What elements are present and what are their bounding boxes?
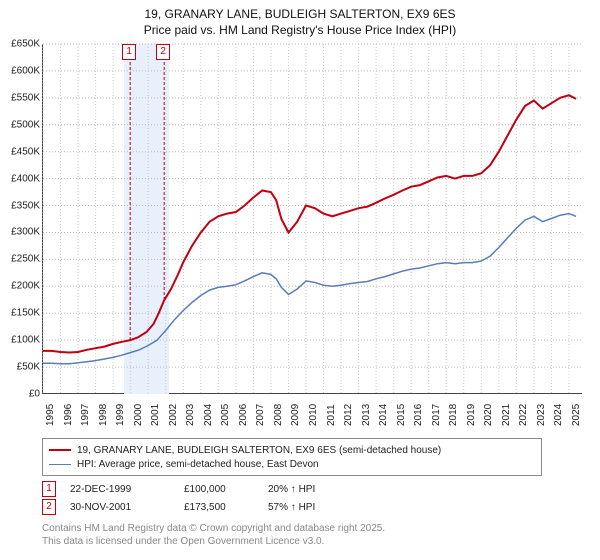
y-tick-label: £600K <box>0 65 40 76</box>
plot-area <box>42 44 582 394</box>
x-tick-label: 1995 <box>45 404 56 426</box>
x-tick-label: 2003 <box>185 404 196 426</box>
series-property <box>43 95 576 352</box>
transaction-date: 22-DEC-1999 <box>70 484 170 495</box>
y-tick-label: £550K <box>0 92 40 103</box>
y-tick-label: £200K <box>0 281 40 292</box>
footer-line-2: This data is licensed under the Open Gov… <box>42 535 385 548</box>
x-tick-label: 1999 <box>115 404 126 426</box>
x-tick-label: 2010 <box>308 404 319 426</box>
y-tick-label: £100K <box>0 335 40 346</box>
x-tick-label: 2017 <box>431 404 442 426</box>
transactions-table: 1 22-DEC-1999 £100,000 20% ↑ HPI 2 30-NOV-200… <box>42 480 348 516</box>
x-tick-label: 2018 <box>448 404 459 426</box>
plot-svg <box>43 44 583 394</box>
legend-swatch <box>49 464 71 465</box>
legend-label: 19, GRANARY LANE, BUDLEIGH SALTERTON, EX… <box>77 445 441 456</box>
chart-title: 19, GRANARY LANE, BUDLEIGH SALTERTON, EX… <box>0 0 600 40</box>
x-tick-label: 2015 <box>396 404 407 426</box>
y-tick-label: £300K <box>0 227 40 238</box>
title-line-1: 19, GRANARY LANE, BUDLEIGH SALTERTON, EX… <box>8 6 592 22</box>
legend: 19, GRANARY LANE, BUDLEIGH SALTERTON, EX… <box>42 438 542 476</box>
transaction-row: 1 22-DEC-1999 £100,000 20% ↑ HPI <box>42 480 348 498</box>
y-tick-label: £50K <box>0 362 40 373</box>
x-tick-label: 2014 <box>378 404 389 426</box>
x-tick-label: 2000 <box>133 404 144 426</box>
y-tick-label: £500K <box>0 119 40 130</box>
x-tick-label: 2020 <box>483 404 494 426</box>
x-tick-label: 2004 <box>203 404 214 426</box>
transaction-marker: 2 <box>42 499 56 515</box>
y-tick-label: £350K <box>0 200 40 211</box>
x-tick-label: 2008 <box>273 404 284 426</box>
chart-marker: 1 <box>122 44 136 60</box>
y-tick-label: £650K <box>0 39 40 50</box>
transaction-date: 30-NOV-2001 <box>70 502 170 513</box>
x-tick-label: 1996 <box>63 404 74 426</box>
marker-lines <box>130 62 164 340</box>
legend-item: 19, GRANARY LANE, BUDLEIGH SALTERTON, EX… <box>49 443 535 457</box>
footer-attribution: Contains HM Land Registry data © Crown c… <box>42 522 385 548</box>
y-tick-label: £400K <box>0 173 40 184</box>
x-tick-label: 2007 <box>255 404 266 426</box>
x-tick-label: 2019 <box>466 404 477 426</box>
y-tick-label: £0 <box>0 389 40 400</box>
x-tick-label: 2011 <box>326 404 337 426</box>
x-tick-label: 2016 <box>413 404 424 426</box>
x-tick-label: 2006 <box>238 404 249 426</box>
title-line-2: Price paid vs. HM Land Registry's House … <box>8 22 592 38</box>
y-tick-label: £450K <box>0 146 40 157</box>
chart-container: 19, GRANARY LANE, BUDLEIGH SALTERTON, EX… <box>0 0 600 560</box>
x-tick-label: 2021 <box>501 404 512 426</box>
transaction-price: £173,500 <box>184 502 254 513</box>
footer-line-1: Contains HM Land Registry data © Crown c… <box>42 522 385 535</box>
chart-marker: 2 <box>156 44 170 60</box>
x-tick-label: 2009 <box>290 404 301 426</box>
x-tick-label: 2025 <box>571 404 582 426</box>
x-tick-label: 2001 <box>150 404 161 426</box>
y-tick-label: £250K <box>0 254 40 265</box>
legend-item: HPI: Average price, semi-detached house,… <box>49 457 535 471</box>
legend-swatch <box>49 449 71 451</box>
x-tick-label: 2012 <box>343 404 354 426</box>
x-tick-label: 2022 <box>518 404 529 426</box>
transaction-price: £100,000 <box>184 484 254 495</box>
x-tick-label: 2023 <box>536 404 547 426</box>
transaction-row: 2 30-NOV-2001 £173,500 57% ↑ HPI <box>42 498 348 516</box>
x-tick-label: 2005 <box>220 404 231 426</box>
y-tick-label: £150K <box>0 308 40 319</box>
x-tick-label: 2024 <box>553 404 564 426</box>
legend-label: HPI: Average price, semi-detached house,… <box>77 459 319 470</box>
x-tick-label: 2013 <box>361 404 372 426</box>
x-tick-label: 1997 <box>80 404 91 426</box>
transaction-pct: 20% ↑ HPI <box>268 484 348 495</box>
transaction-marker: 1 <box>42 481 56 497</box>
transaction-pct: 57% ↑ HPI <box>268 502 348 513</box>
x-tick-label: 1998 <box>98 404 109 426</box>
x-tick-label: 2002 <box>168 404 179 426</box>
